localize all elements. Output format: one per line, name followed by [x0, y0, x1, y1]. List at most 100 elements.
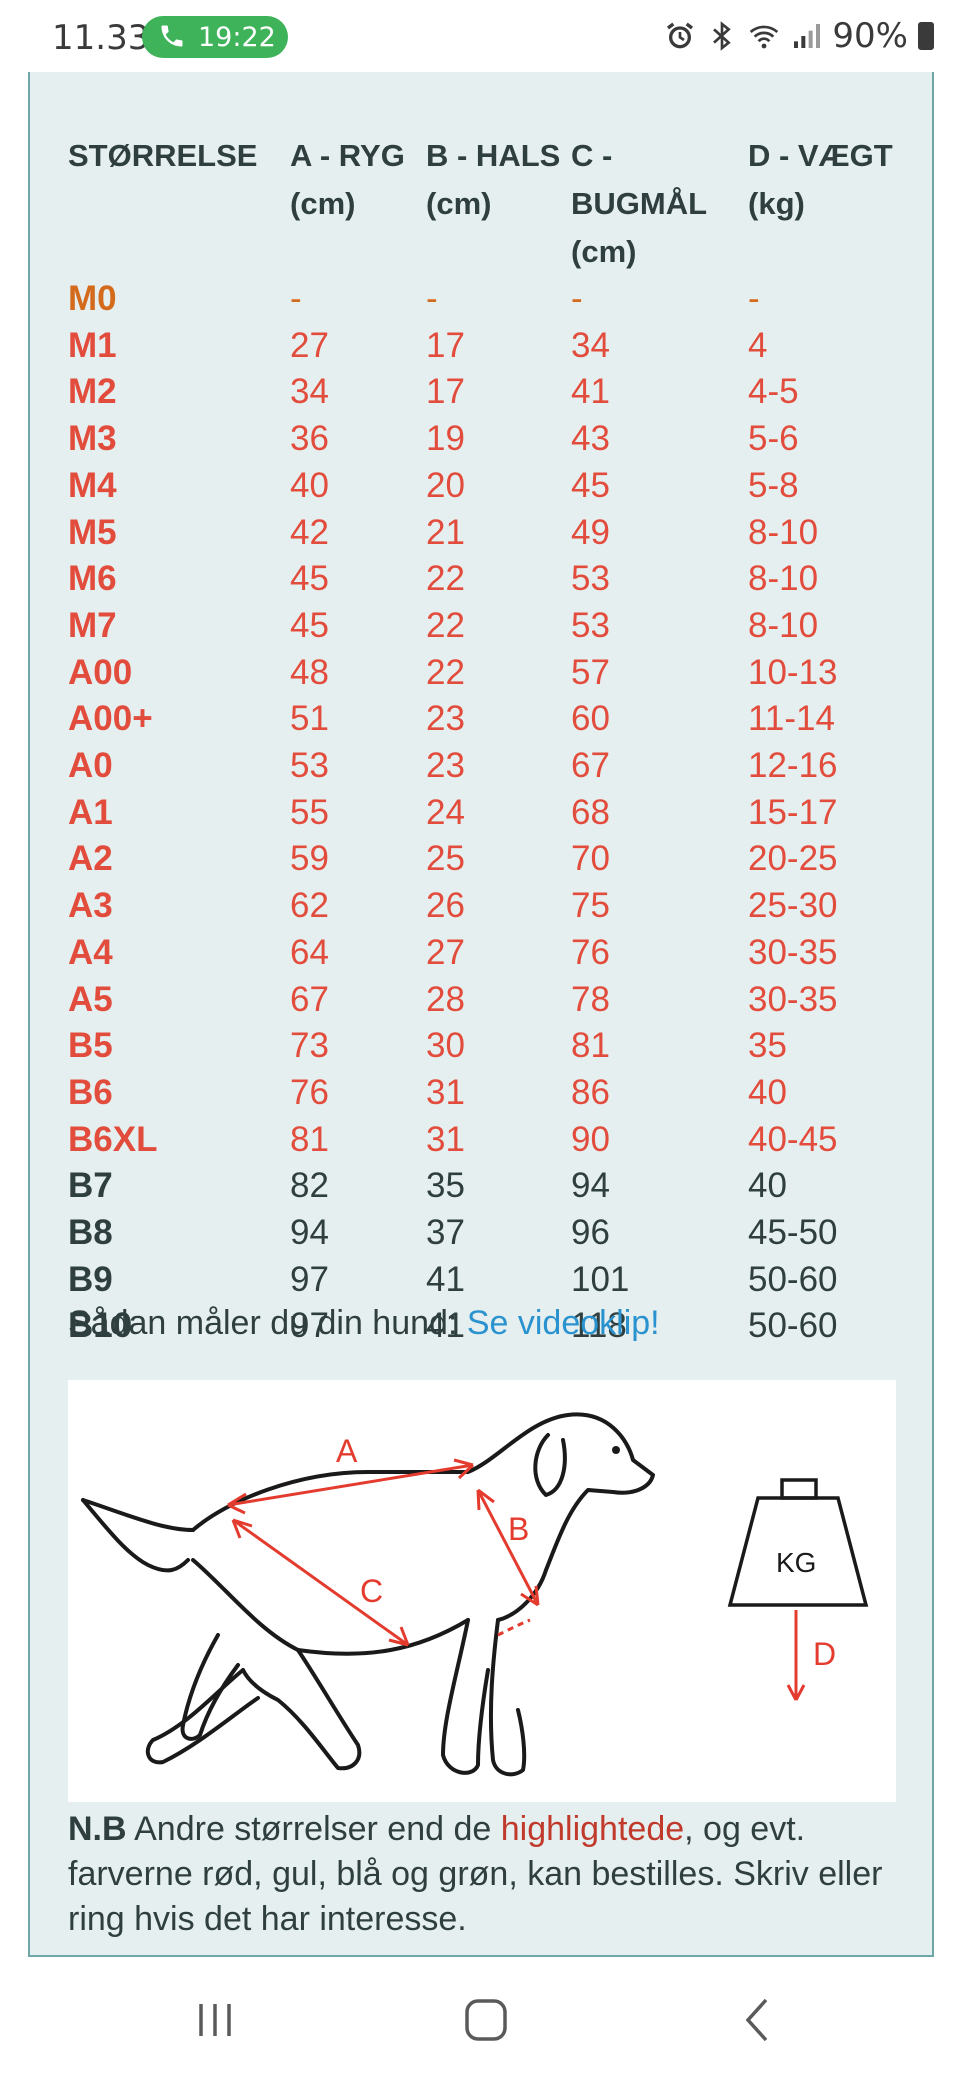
how-to-measure: Sådan måler du din hund: Se videoklip! [68, 1304, 660, 1342]
measure-cell: 5-6 [748, 419, 799, 459]
measure-cell: 35 [748, 1026, 787, 1066]
weight-icon [727, 1478, 869, 1607]
measure-cell: 41 [426, 1259, 465, 1299]
table-row: M1 27 17 34 4 [68, 323, 908, 370]
weight-label: KG [776, 1547, 816, 1578]
column-header: B - HALS (cm) [426, 138, 561, 221]
table-row: M6 45 22 53 8-10 [68, 556, 908, 603]
measure-cell: 11-14 [748, 699, 835, 739]
table-row: M7 45 22 53 8-10 [68, 603, 908, 650]
recent-apps-icon[interactable] [185, 1990, 245, 2050]
measure-cell: 19 [426, 419, 465, 459]
measure-cell: 40-45 [748, 1119, 838, 1159]
video-link[interactable]: Se videoklip! [466, 1304, 660, 1342]
column-header: A - RYG (cm) [290, 138, 405, 221]
measure-cell: 101 [571, 1259, 630, 1299]
measure-cell: 20 [426, 465, 465, 505]
size-cell: A2 [68, 839, 113, 879]
home-icon[interactable] [456, 1990, 516, 2050]
size-cell: M3 [68, 419, 117, 459]
size-cell: A00 [68, 652, 133, 692]
measure-cell: 49 [571, 512, 610, 552]
measure-cell: 4-5 [748, 372, 799, 412]
measure-cell: 41 [571, 372, 610, 412]
measure-cell: 15-17 [748, 792, 838, 832]
measure-cell: 35 [426, 1166, 465, 1206]
size-cell: B10 [68, 1306, 133, 1346]
measure-cell: 12-16 [748, 746, 838, 786]
measure-cell: 64 [290, 932, 329, 972]
table-row: A4 64 27 76 30-35 [68, 930, 908, 977]
measure-cell: 45 [290, 559, 329, 599]
table-row: B6XL 81 31 90 40-45 [68, 1117, 908, 1164]
table-row: B7 82 35 94 40 [68, 1163, 908, 1210]
table-row: M3 36 19 43 5-6 [68, 416, 908, 463]
signal-icon [794, 24, 821, 48]
size-cell: B5 [68, 1026, 113, 1066]
size-cell: M0 [68, 279, 117, 318]
dog-measurement-diagram: A B C D KG [81, 1412, 869, 1777]
measure-cell: 31 [426, 1119, 465, 1159]
dog-outline [81, 1412, 655, 1777]
measure-cell: - [571, 279, 583, 318]
ongoing-call-pill[interactable]: 19:22 [142, 16, 288, 58]
size-cell: M7 [68, 605, 117, 645]
measure-cell: 59 [290, 839, 329, 879]
measure-cell: 70 [571, 839, 610, 879]
measure-cell: 23 [426, 699, 465, 739]
size-cell: A4 [68, 932, 113, 972]
measure-cell: 31 [426, 1072, 465, 1112]
table-row: A5 67 28 78 30-35 [68, 977, 908, 1024]
measure-cell: 25-30 [748, 886, 838, 926]
column-header: D - VÆGT (kg) [748, 138, 893, 221]
size-cell: A0 [68, 746, 113, 786]
size-cell: B7 [68, 1166, 113, 1206]
alarm-icon [667, 22, 694, 49]
measure-cell: 118 [571, 1306, 627, 1346]
size-table: STØRRELSE A - RYG (cm) B - HALS (cm) C - B… [68, 132, 908, 1350]
call-duration: 19:22 [198, 22, 276, 53]
measure-cell: 43 [571, 419, 610, 459]
dog-eye [612, 1446, 620, 1454]
table-row: B6 76 31 86 40 [68, 1070, 908, 1117]
measure-cell: 34 [290, 372, 329, 412]
measure-cell: 97 [290, 1259, 329, 1299]
back-icon[interactable] [728, 1990, 788, 2050]
table-row: A00+ 51 23 60 11-14 [68, 696, 908, 743]
size-cell: A3 [68, 886, 113, 926]
label-b: B [508, 1511, 529, 1547]
measure-cell: 73 [290, 1026, 329, 1066]
measure-cell: 53 [571, 605, 610, 645]
table-row: A3 62 26 75 25-30 [68, 883, 908, 930]
measure-cell: 34 [571, 325, 610, 365]
table-row: B5 73 30 81 35 [68, 1023, 908, 1070]
measure-cell: 78 [571, 979, 610, 1019]
measure-cell: 50-60 [748, 1259, 838, 1299]
table-row: M4 40 20 45 5-8 [68, 463, 908, 510]
measure-cell: 68 [571, 792, 610, 832]
measure-cell: 53 [571, 559, 610, 599]
measure-cell: - [426, 279, 438, 318]
measure-cell: - [290, 279, 302, 318]
status-icons: 90% [664, 14, 934, 58]
table-row: A00 48 22 57 10-13 [68, 650, 908, 697]
measure-cell: 30 [426, 1026, 465, 1066]
table-body: M0 - - - - M1 27 17 34 4 M2 34 17 41 4-5 M3 36 19 43 5-6 M4 4… [68, 276, 908, 1350]
measure-cell: 22 [426, 652, 465, 692]
size-cell: B9 [68, 1259, 113, 1299]
measure-cell: 24 [426, 792, 465, 832]
size-cell: B6XL [68, 1119, 158, 1159]
measure-cell: 57 [571, 652, 610, 692]
measure-cell: 67 [571, 746, 610, 786]
table-row: M2 34 17 41 4-5 [68, 369, 908, 416]
label-c: C [360, 1573, 383, 1609]
table-row: M5 42 21 49 8-10 [68, 510, 908, 557]
clock: 11.33 [52, 18, 150, 58]
size-cell: A1 [68, 792, 113, 832]
table-row: B8 94 37 96 45-50 [68, 1210, 908, 1257]
measure-cell: 17 [426, 325, 465, 365]
measure-cell: 96 [571, 1213, 610, 1253]
navigation-bar [0, 1958, 960, 2080]
measure-cell: 81 [571, 1026, 610, 1066]
measure-cell: 28 [426, 979, 465, 1019]
